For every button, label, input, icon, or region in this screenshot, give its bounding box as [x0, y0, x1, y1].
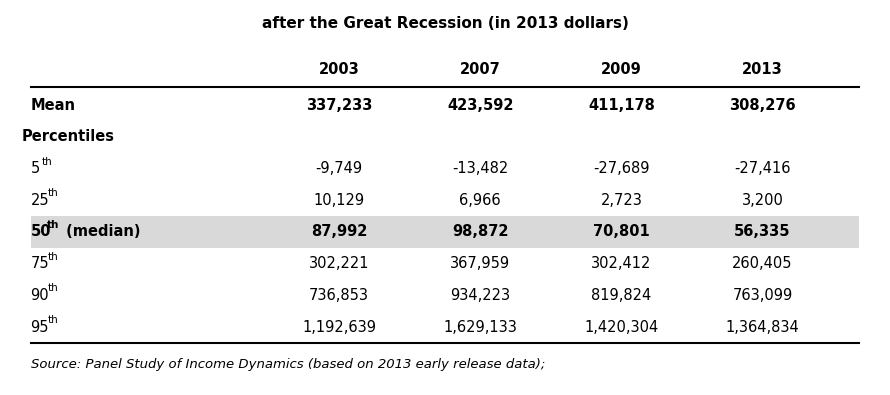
Text: 70,801: 70,801 — [593, 224, 650, 239]
Text: th: th — [47, 188, 58, 198]
Text: 25: 25 — [30, 193, 49, 208]
Text: Mean: Mean — [30, 98, 76, 113]
Text: Source: Panel Study of Income Dynamics (based on 2013 early release data);: Source: Panel Study of Income Dynamics (… — [30, 358, 545, 371]
Text: 5: 5 — [30, 161, 40, 176]
Text: th: th — [41, 156, 52, 167]
Text: 260,405: 260,405 — [732, 256, 793, 271]
Text: 2007: 2007 — [460, 62, 501, 77]
Text: 308,276: 308,276 — [729, 98, 796, 113]
Text: 56,335: 56,335 — [734, 224, 790, 239]
Text: 337,233: 337,233 — [306, 98, 372, 113]
Text: 1,420,304: 1,420,304 — [584, 320, 659, 335]
Text: 98,872: 98,872 — [452, 224, 508, 239]
Text: 2013: 2013 — [742, 62, 783, 77]
Text: 819,824: 819,824 — [591, 288, 651, 303]
Text: after the Great Recession (in 2013 dollars): after the Great Recession (in 2013 dolla… — [262, 16, 628, 31]
Text: 934,223: 934,223 — [450, 288, 510, 303]
Text: 90: 90 — [30, 288, 49, 303]
Text: 1,364,834: 1,364,834 — [725, 320, 799, 335]
Text: 2,723: 2,723 — [601, 193, 643, 208]
Text: (median): (median) — [61, 224, 140, 239]
Text: 411,178: 411,178 — [588, 98, 655, 113]
Text: th: th — [47, 315, 58, 325]
Text: 75: 75 — [30, 256, 49, 271]
Text: 763,099: 763,099 — [732, 288, 792, 303]
Text: 302,412: 302,412 — [591, 256, 651, 271]
Text: 95: 95 — [30, 320, 49, 335]
Text: th: th — [47, 220, 60, 230]
Text: -9,749: -9,749 — [316, 161, 363, 176]
Text: 87,992: 87,992 — [311, 224, 368, 239]
Text: 3,200: 3,200 — [741, 193, 783, 208]
Text: -27,689: -27,689 — [593, 161, 650, 176]
Text: Percentiles: Percentiles — [21, 129, 115, 144]
FancyBboxPatch shape — [30, 216, 860, 248]
Text: 50: 50 — [30, 224, 51, 239]
Text: 10,129: 10,129 — [313, 193, 365, 208]
Text: 367,959: 367,959 — [450, 256, 510, 271]
Text: 2003: 2003 — [319, 62, 360, 77]
Text: 302,221: 302,221 — [309, 256, 369, 271]
Text: 736,853: 736,853 — [309, 288, 369, 303]
Text: 1,629,133: 1,629,133 — [443, 320, 517, 335]
Text: 6,966: 6,966 — [459, 193, 501, 208]
Text: -13,482: -13,482 — [452, 161, 508, 176]
Text: 2009: 2009 — [601, 62, 642, 77]
Text: th: th — [47, 283, 58, 293]
Text: -27,416: -27,416 — [734, 161, 790, 176]
Text: 1,192,639: 1,192,639 — [303, 320, 376, 335]
Text: 423,592: 423,592 — [447, 98, 514, 113]
Text: th: th — [47, 252, 58, 261]
